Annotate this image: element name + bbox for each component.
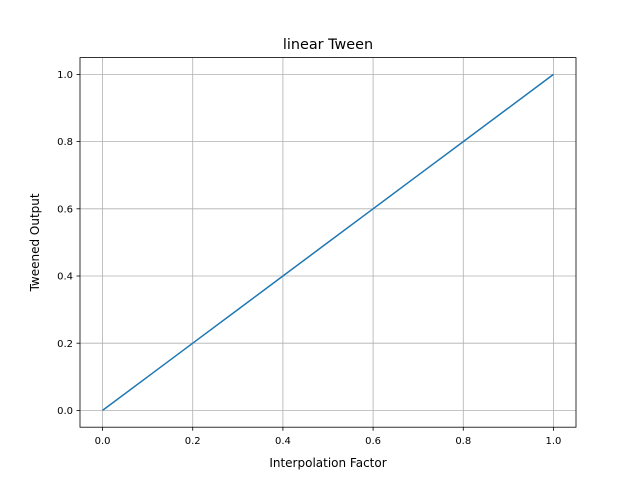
grid — [80, 57, 576, 428]
y-tick-label: 0.0 — [57, 406, 73, 417]
x-tick-label: 0.8 — [455, 436, 471, 447]
plot-frame — [79, 57, 577, 428]
x-tick-label: 0.2 — [185, 436, 201, 447]
x-axis-label: Interpolation Factor — [269, 456, 386, 470]
y-tick-label: 0.6 — [57, 204, 73, 215]
x-tick-label: 0.0 — [95, 436, 111, 447]
chart-title: linear Tween — [283, 37, 373, 53]
x-ticks: 0.0 0.2 0.4 0.6 0.8 1.0 — [95, 427, 562, 447]
y-tick-label: 1.0 — [57, 70, 73, 81]
y-tick-label: 0.4 — [57, 272, 73, 283]
y-ticks: 0.0 0.2 0.4 0.6 0.8 1.0 — [57, 70, 80, 417]
y-tick-label: 0.2 — [57, 339, 73, 350]
y-axis-label: Tweened Output — [28, 193, 42, 292]
x-tick-label: 1.0 — [546, 436, 562, 447]
series-layer — [102, 73, 554, 412]
x-tick-label: 0.6 — [365, 436, 381, 447]
x-tick-label: 0.4 — [275, 436, 291, 447]
y-tick-label: 0.8 — [57, 137, 73, 148]
series-line — [102, 73, 554, 412]
